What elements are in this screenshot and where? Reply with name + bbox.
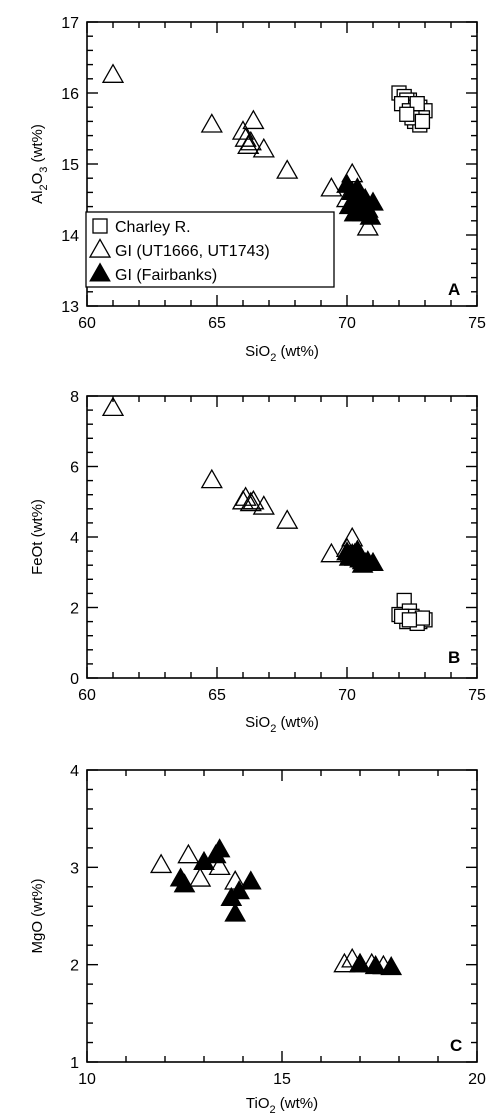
data-point	[349, 953, 371, 973]
data-point	[237, 134, 260, 154]
data-point	[276, 159, 299, 179]
x-tick-label: 10	[78, 1071, 96, 1088]
panel-a: 60 65 70 75 13 14 15 16 17 SiO2 (wt%) Al2O3 (wt%…	[29, 15, 486, 364]
data-point	[239, 870, 262, 890]
data-point	[208, 838, 231, 858]
panel-c-tick-labels: 10 15 20 1 2 3 4	[70, 763, 486, 1088]
data-point	[414, 113, 431, 130]
data-point	[208, 855, 231, 876]
x-tick-label: 65	[208, 687, 226, 704]
panel-c-x-axis-label: TiO2 (wt%)	[246, 1095, 318, 1116]
y-tick-label: 17	[61, 15, 79, 32]
legend-entries: Charley R. GI (UT1666, UT1743) GI (Fairban…	[88, 218, 270, 284]
x-tick-label: 65	[208, 315, 226, 332]
y-tick-label: 16	[61, 86, 79, 103]
panel-b-y-axis-label: FeOt (wt%)	[29, 499, 46, 575]
panel-b-points	[101, 396, 433, 632]
panel-c-frame	[86, 769, 478, 1063]
legend-marker	[92, 218, 108, 234]
y-tick-label: 4	[70, 763, 79, 780]
y-tick-label: 4	[70, 530, 79, 547]
panel-b-ticks	[86, 395, 478, 679]
panel-a-x-axis-label: SiO2 (wt%)	[245, 343, 319, 364]
panel-a-tick-labels: 60 65 70 75 13 14 15 16 17	[61, 15, 486, 332]
panel-a-points	[101, 63, 433, 236]
data-point	[252, 495, 275, 515]
panel-c-ticks	[86, 769, 478, 1063]
y-tick-label: 6	[70, 460, 79, 477]
data-point	[173, 873, 196, 893]
x-tick-label: 75	[468, 687, 486, 704]
panel-c-points	[149, 838, 403, 976]
legend: Charley R. GI (UT1666, UT1743) GI (Fairban…	[85, 211, 335, 288]
legend-marker	[88, 238, 112, 258]
y-tick-label: 2	[70, 958, 79, 975]
panel-c-letter: C	[450, 1036, 462, 1055]
data-point	[276, 509, 299, 529]
data-point	[149, 853, 173, 874]
data-point	[346, 539, 369, 559]
data-point	[200, 113, 223, 133]
panel-a-letter: A	[448, 280, 460, 299]
data-point	[351, 553, 374, 573]
legend-box	[85, 211, 335, 288]
data-point	[101, 63, 125, 83]
x-tick-label: 15	[273, 1071, 291, 1088]
panel-c-y-axis-label: MgO (wt%)	[29, 878, 46, 953]
y-tick-label: 0	[70, 671, 79, 688]
legend-marker	[89, 262, 111, 282]
data-point	[401, 612, 418, 628]
legend-label: GI (Fairbanks)	[115, 267, 217, 284]
data-point	[359, 205, 382, 225]
y-tick-label: 3	[70, 860, 79, 877]
x-tick-label: 60	[78, 687, 96, 704]
data-point	[188, 867, 212, 887]
panel-b-x-axis-label: SiO2 (wt%)	[245, 714, 319, 735]
data-point	[349, 184, 371, 204]
data-point	[356, 216, 379, 236]
y-tick-label: 2	[70, 601, 79, 618]
data-point	[231, 120, 255, 140]
panel-a-y-axis-label: Al2O3 (wt%)	[29, 124, 50, 204]
data-point	[101, 396, 125, 417]
panel-b-letter: B	[448, 648, 460, 667]
data-point	[333, 952, 356, 973]
x-tick-label: 70	[338, 687, 356, 704]
y-tick-label: 8	[70, 389, 79, 406]
y-tick-label: 1	[70, 1055, 79, 1072]
x-tick-label: 75	[468, 315, 486, 332]
x-tick-label: 20	[468, 1071, 486, 1088]
y-tick-label: 15	[61, 157, 79, 174]
data-point	[234, 127, 257, 147]
data-point	[228, 880, 250, 900]
legend-label: Charley R.	[115, 219, 191, 236]
x-tick-label: 60	[78, 315, 96, 332]
data-point	[364, 955, 387, 975]
data-point	[320, 176, 343, 197]
data-point	[242, 489, 265, 510]
data-point	[252, 137, 275, 158]
panel-b: 60 65 70 75 0 2 4 6 8 SiO2 (wt%) FeOt (wt%) B	[29, 389, 486, 735]
data-point	[200, 468, 223, 489]
data-point	[224, 902, 247, 922]
data-point	[380, 956, 403, 976]
y-tick-label: 13	[61, 299, 79, 316]
panel-b-tick-labels: 60 65 70 75 0 2 4 6 8	[70, 389, 486, 704]
data-point	[177, 843, 200, 864]
panel-b-frame	[86, 395, 478, 679]
panel-c: 10 15 20 1 2 3 4 TiO2 (wt%) MgO (wt%) C	[29, 763, 486, 1116]
x-tick-label: 70	[338, 315, 356, 332]
data-point	[414, 610, 431, 626]
legend-label: GI (UT1666, UT1743)	[115, 243, 270, 260]
data-point	[239, 491, 262, 512]
data-point	[399, 106, 415, 122]
data-point	[320, 542, 343, 563]
data-point	[242, 109, 265, 130]
y-tick-label: 14	[61, 228, 79, 245]
data-point	[343, 202, 366, 222]
